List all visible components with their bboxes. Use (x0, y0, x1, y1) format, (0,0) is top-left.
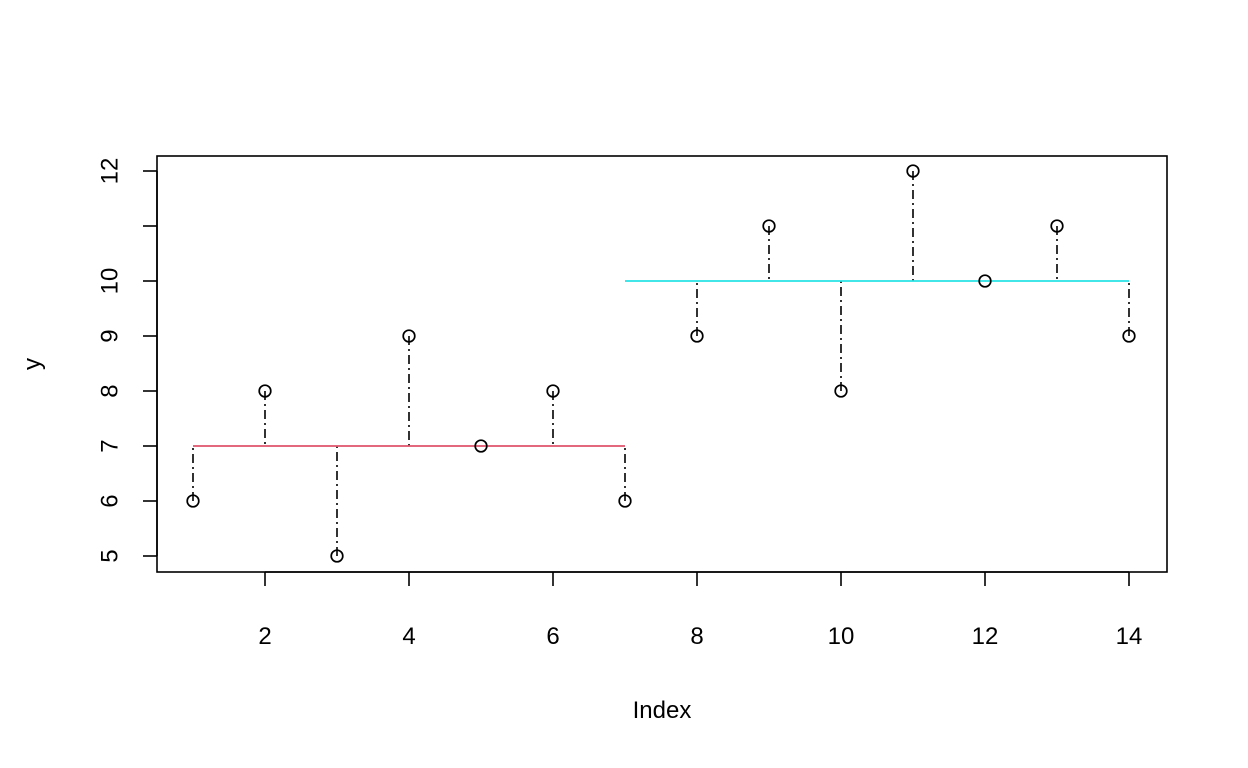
data-point-11 (906, 164, 920, 178)
data-point-14 (1122, 329, 1136, 343)
x-tick-label-4: 4 (402, 623, 415, 650)
x-tick-label-2: 2 (258, 623, 271, 650)
data-point-13 (1050, 219, 1064, 233)
x-tick-label-14: 14 (1116, 623, 1143, 650)
y-tick-label-12: 12 (97, 158, 124, 185)
data-points (186, 164, 1136, 563)
data-point-10 (834, 384, 848, 398)
y-tick-label-6: 6 (97, 494, 124, 507)
x-tick-label-10: 10 (828, 623, 855, 650)
y-axis-title: y (19, 358, 46, 370)
data-point-1 (186, 494, 200, 508)
y-tick-label-7: 7 (97, 439, 124, 452)
y-tick-label-5: 5 (97, 549, 124, 562)
data-point-6 (546, 384, 560, 398)
x-axis: 2 4 6 8 10 12 14 (258, 571, 1143, 650)
group-mean-lines (193, 280, 1129, 447)
data-point-4 (402, 329, 416, 343)
y-tick-label-10: 10 (97, 268, 124, 295)
data-point-12 (978, 274, 992, 288)
y-axis: 5 6 7 8 9 10 12 (97, 158, 158, 563)
x-axis-title: Index (633, 697, 692, 724)
data-point-8 (690, 329, 704, 343)
x-tick-label-8: 8 (690, 623, 703, 650)
data-point-3 (330, 549, 344, 563)
data-point-2 (258, 384, 272, 398)
y-tick-label-8: 8 (97, 384, 124, 397)
data-point-5 (474, 439, 488, 453)
y-tick-label-9: 9 (97, 329, 124, 342)
data-point-9 (762, 219, 776, 233)
x-tick-label-12: 12 (972, 623, 999, 650)
x-tick-label-6: 6 (546, 623, 559, 650)
residual-lines (192, 171, 1130, 556)
plot-frame (156, 155, 1168, 573)
data-point-7 (618, 494, 632, 508)
